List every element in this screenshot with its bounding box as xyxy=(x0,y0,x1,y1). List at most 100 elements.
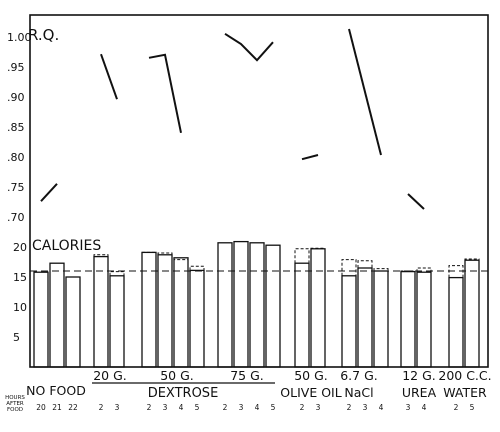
hour-label: 4 xyxy=(422,403,427,412)
group-label-top: 12 G. xyxy=(402,368,436,383)
hour-label: 4 xyxy=(255,403,260,412)
hours-caption-line-2: AFTER xyxy=(6,401,24,407)
hour-label: 5 xyxy=(271,403,276,412)
hour-label: 21 xyxy=(52,403,62,412)
hour-label: 2 xyxy=(347,403,352,412)
rq-series-line xyxy=(224,32,274,62)
calorie-bar xyxy=(141,251,157,368)
calorie-bar-prior xyxy=(400,270,416,272)
hours-caption-line-1: HOURS xyxy=(5,395,25,401)
group-label-bottom: WATER xyxy=(443,385,487,400)
hour-label: 3 xyxy=(163,403,168,412)
calorie-bar-prior xyxy=(109,271,125,276)
hour-label: 5 xyxy=(195,403,200,412)
rq-axis-label: R.Q. xyxy=(28,26,59,44)
hour-labels: 20 21 22 2 3 2 3 4 5 2 3 4 5 2 3 2 3 4 3 4 2 5 xyxy=(36,403,474,412)
hour-label: 3 xyxy=(239,403,244,412)
chart-frame xyxy=(29,14,489,368)
calorie-bar-prior xyxy=(373,268,389,271)
calorie-bar xyxy=(65,276,81,368)
group-label-bottom: NaCl xyxy=(344,385,373,400)
rq-tick-label: 1.00 xyxy=(7,31,32,44)
group-label-top: 50 G. xyxy=(160,368,194,383)
calorie-bar xyxy=(464,259,480,368)
group-label-top: 20 G. xyxy=(93,368,127,383)
rq-tick-label: .90 xyxy=(7,91,25,104)
hour-label: 2 xyxy=(223,403,228,412)
calorie-bar xyxy=(357,267,373,368)
calorie-bar-prior xyxy=(464,258,480,261)
calorie-bar-prior xyxy=(416,267,432,273)
rq-series-line xyxy=(148,53,182,134)
group-label-top: 6.7 G. xyxy=(340,368,378,383)
rq-series-line xyxy=(348,28,382,156)
group-labels: NO FOOD 20 G. 50 G. 75 G. 50 G. OLIVE OIL 6.7 … xyxy=(26,368,491,400)
calorie-bar xyxy=(265,244,281,368)
hour-label: 5 xyxy=(470,403,475,412)
calorie-bar xyxy=(294,262,310,368)
calorie-bar-prior xyxy=(294,248,310,264)
rq-series-line xyxy=(100,53,118,100)
calories-axis-label: CALORIES xyxy=(32,238,101,254)
rq-tick-label: .70 xyxy=(7,211,25,224)
calorie-bar xyxy=(49,262,65,368)
dextrose-bracket: DEXTROSE xyxy=(92,382,275,401)
group-label-top: NO FOOD xyxy=(26,383,86,398)
rq-tick-label: .95 xyxy=(7,61,25,74)
rq-tick-label: .75 xyxy=(7,181,25,194)
hour-label: 2 xyxy=(99,403,104,412)
rq-series-line xyxy=(301,154,319,161)
hour-label: 3 xyxy=(363,403,368,412)
calorie-bar xyxy=(157,254,173,368)
hour-label: 3 xyxy=(115,403,120,412)
hour-label: 22 xyxy=(68,403,78,412)
calorie-bar-prior xyxy=(93,254,109,257)
calorie-bar-prior xyxy=(448,265,464,278)
calorie-bar xyxy=(341,275,357,368)
group-label-bottom: OLIVE OIL xyxy=(280,385,341,400)
calorie-bar-prior xyxy=(341,259,357,276)
calorie-bar-prior xyxy=(189,265,205,271)
calories-tick-label: 10 xyxy=(13,301,27,314)
rq-series-line xyxy=(40,183,58,202)
group-label-top: 200 C.C. xyxy=(438,368,491,383)
group-label-top: 75 G. xyxy=(230,368,264,383)
calories-tick-label: 15 xyxy=(13,271,27,284)
calorie-bar xyxy=(448,276,464,368)
rq-tick-label: .80 xyxy=(7,151,25,164)
calorie-bars xyxy=(33,240,480,368)
calorie-bar xyxy=(217,242,233,368)
calories-y-tick-labels: 20 15 10 5 xyxy=(13,241,27,344)
calories-tick-label: 5 xyxy=(13,331,20,344)
calorie-bar xyxy=(33,271,49,368)
calorie-bar xyxy=(233,240,249,368)
calorie-bar-prior xyxy=(173,257,189,261)
hour-label: 4 xyxy=(379,403,384,412)
calorie-bar xyxy=(400,270,416,368)
calorie-bar xyxy=(93,255,109,368)
calorie-bar xyxy=(249,242,265,368)
rq-panel: R.Q. 1.00 .95 .90 .85 .80 .75 .70 xyxy=(7,26,425,224)
rq-tick-label: .85 xyxy=(7,121,25,134)
calorie-bar-prior xyxy=(357,260,373,268)
group-label-bottom: UREA xyxy=(402,385,437,400)
rq-series-line xyxy=(407,193,425,210)
hour-label: 4 xyxy=(179,403,184,412)
calories-tick-label: 20 xyxy=(13,241,27,254)
hours-caption: HOURS AFTER FOOD xyxy=(5,395,25,413)
hours-caption-line-3: FOOD xyxy=(7,407,23,413)
calorie-bar xyxy=(373,270,389,368)
calorie-bar xyxy=(109,275,125,368)
calorie-bar xyxy=(173,257,189,368)
calorie-bar xyxy=(310,248,326,368)
dextrose-label: DEXTROSE xyxy=(148,386,219,401)
calorie-bar-prior xyxy=(310,247,326,249)
calorie-bar-prior xyxy=(157,252,173,255)
calorie-bar xyxy=(189,269,205,368)
hour-label: 2 xyxy=(454,403,459,412)
hour-label: 3 xyxy=(316,403,321,412)
hour-label: 2 xyxy=(147,403,152,412)
rq-y-tick-labels: 1.00 .95 .90 .85 .80 .75 .70 xyxy=(7,31,32,224)
calories-panel: CALORIES 20 15 10 5 xyxy=(13,238,488,368)
